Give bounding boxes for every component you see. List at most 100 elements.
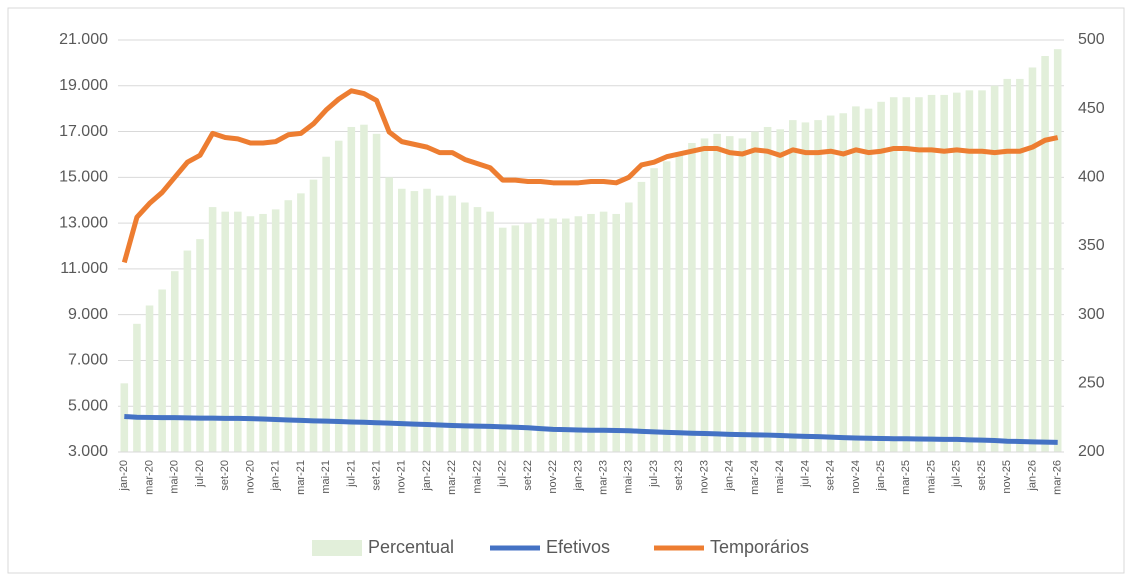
x-tick-label: jul-22 — [497, 460, 509, 488]
y2-tick-label: 250 — [1078, 375, 1105, 392]
bar — [738, 138, 747, 452]
x-tick-label: nov-21 — [396, 460, 408, 494]
x-tick-label: mai-24 — [774, 460, 786, 494]
x-tick-label: nov-24 — [850, 460, 862, 494]
y2-tick-label: 450 — [1078, 100, 1105, 117]
bar — [271, 209, 280, 452]
x-tick-label: jul-21 — [345, 460, 357, 488]
x-tick-label: jan-26 — [1026, 460, 1038, 492]
bar — [852, 106, 860, 452]
bar — [877, 101, 885, 453]
x-tick-label: jan-22 — [421, 460, 433, 492]
y-tick-label: 19.000 — [59, 77, 108, 94]
x-tick-label: mar-22 — [446, 460, 458, 495]
bar — [1003, 78, 1012, 453]
y2-tick-label: 200 — [1078, 443, 1105, 460]
bar — [473, 207, 482, 452]
bar — [713, 133, 721, 452]
bar — [385, 177, 393, 453]
x-tick-label: mar-25 — [900, 460, 912, 495]
x-tick-label: mar-23 — [598, 460, 610, 495]
x-tick-label: set-23 — [673, 460, 685, 491]
bar — [864, 108, 873, 453]
x-tick-label: nov-20 — [244, 460, 256, 494]
bar — [990, 85, 999, 453]
x-tick-label: nov-25 — [1001, 460, 1013, 494]
bar — [1053, 49, 1062, 453]
bar — [170, 271, 179, 452]
legend-label: Efetivos — [546, 537, 610, 557]
bar — [183, 250, 192, 452]
x-tick-label: mar-20 — [143, 460, 155, 495]
x-tick-label: set-22 — [522, 460, 534, 491]
x-tick-label: mai-23 — [623, 460, 635, 494]
bar — [322, 156, 330, 452]
bar — [662, 161, 671, 453]
bar — [347, 126, 356, 452]
bar — [561, 218, 570, 452]
y2-tick-label: 300 — [1078, 306, 1105, 323]
y-tick-label: 11.000 — [60, 260, 108, 277]
bar — [133, 323, 141, 452]
bar — [574, 216, 583, 452]
x-tick-label: mar-21 — [295, 460, 307, 495]
bar — [1028, 67, 1037, 452]
x-tick-label: mai-22 — [471, 460, 483, 494]
x-tick-label: nov-22 — [547, 460, 559, 494]
x-tick-label: jan-20 — [118, 460, 130, 492]
bar — [145, 305, 154, 452]
bar — [309, 179, 318, 452]
bar — [751, 131, 759, 453]
y-tick-label: 3.000 — [68, 443, 108, 460]
x-tick-label: mai-21 — [320, 460, 332, 494]
bar — [549, 218, 557, 452]
bar — [448, 195, 457, 452]
bar — [259, 213, 267, 452]
bar — [410, 191, 419, 453]
y-tick-label: 21.000 — [59, 31, 108, 48]
bar — [776, 129, 784, 452]
x-tick-label: jul-23 — [648, 460, 660, 488]
x-tick-label: set-25 — [976, 460, 988, 491]
x-tick-label: mai-25 — [925, 460, 937, 494]
x-tick-label: mai-20 — [169, 460, 181, 494]
bar — [208, 207, 217, 452]
bar — [461, 202, 469, 452]
bar — [978, 90, 986, 452]
bar — [637, 181, 646, 452]
bar — [725, 136, 734, 452]
bar — [612, 213, 621, 452]
bar — [1016, 78, 1024, 453]
bar — [826, 115, 835, 453]
x-tick-label: set-20 — [219, 460, 231, 491]
y2-tick-label: 400 — [1078, 169, 1105, 186]
y-tick-label: 9.000 — [68, 306, 108, 323]
bar — [700, 138, 709, 452]
x-tick-label: set-24 — [825, 460, 837, 491]
bar — [675, 152, 684, 452]
bar — [599, 211, 608, 452]
bar — [196, 239, 204, 452]
bar — [246, 216, 255, 452]
bar — [625, 202, 633, 452]
y-tick-label: 5.000 — [68, 397, 108, 414]
bar — [158, 289, 166, 452]
y-tick-label: 17.000 — [59, 123, 108, 140]
legend-label: Percentual — [368, 537, 454, 557]
y-tick-label: 15.000 — [59, 169, 108, 186]
x-tick-label: jul-24 — [799, 460, 811, 488]
x-tick-label: jan-24 — [724, 460, 736, 492]
x-tick-label: set-21 — [370, 460, 382, 491]
bar — [284, 200, 293, 452]
bar — [889, 97, 898, 452]
bar — [688, 143, 696, 452]
line — [124, 414, 1058, 445]
line — [121, 88, 1059, 264]
legend-label: Temporários — [710, 537, 809, 557]
bar — [839, 113, 848, 452]
bar — [927, 94, 936, 452]
bar — [587, 213, 595, 452]
bar — [953, 92, 961, 453]
bar — [334, 140, 343, 452]
